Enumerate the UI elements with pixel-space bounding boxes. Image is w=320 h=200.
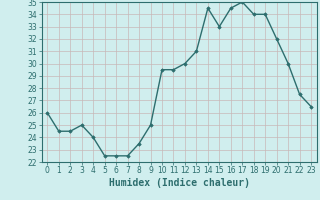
X-axis label: Humidex (Indice chaleur): Humidex (Indice chaleur)	[109, 178, 250, 188]
